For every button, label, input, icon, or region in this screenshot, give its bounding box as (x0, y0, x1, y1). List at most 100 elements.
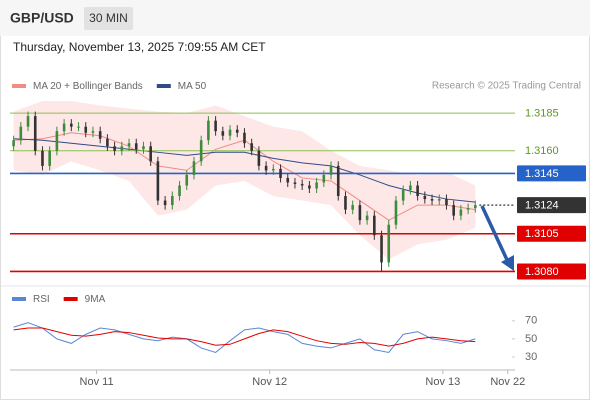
candle-body (315, 182, 318, 189)
y-tick-label: 70 (525, 315, 537, 327)
candle-body (48, 150, 51, 166)
candle-body (437, 199, 441, 201)
candle-body (70, 123, 73, 127)
candle-body (466, 208, 470, 210)
candle-body (134, 143, 138, 150)
candle-body (423, 196, 427, 200)
candle-body (84, 126, 88, 133)
credit: Research © 2025 Trading Central (432, 81, 581, 92)
level-label: 1.3105 (525, 228, 559, 240)
candle-body (394, 200, 398, 225)
candle-body (77, 126, 80, 128)
x-tick-label: Nov 22 (490, 376, 525, 388)
candle-body (300, 183, 304, 186)
candle-body (308, 185, 311, 189)
interval[interactable]: 30 MIN (89, 11, 128, 25)
legend-swatch (12, 297, 26, 301)
candle-body (322, 174, 326, 183)
moving-average-line (13, 138, 476, 203)
candle-body (409, 185, 412, 191)
y-tick-label: 30 (525, 351, 537, 363)
candle-body (452, 205, 455, 216)
candle-body (163, 200, 167, 206)
candle-body (286, 177, 290, 183)
candle-body (12, 140, 15, 147)
candle-body (250, 143, 253, 151)
candle-body (358, 205, 362, 221)
candle-body (62, 123, 66, 132)
legend-label: 9MA (85, 294, 106, 305)
forecast-arrow (480, 205, 510, 263)
candle-body (156, 161, 160, 201)
candle-body (380, 235, 383, 263)
level-label: 1.3124 (525, 199, 559, 211)
candle-body (351, 205, 354, 210)
legend-swatch (63, 297, 78, 301)
candle-body (235, 129, 239, 133)
candle-body (329, 165, 333, 175)
level-label: 1.3080 (525, 266, 559, 278)
candle-body (387, 224, 391, 263)
x-tick-label: Nov 12 (252, 376, 287, 388)
candle-body (19, 126, 23, 141)
candle-body (207, 120, 210, 141)
legend-swatch (156, 84, 171, 88)
candle-body (113, 146, 116, 151)
candle-body (336, 165, 340, 197)
indicator-line (13, 322, 476, 353)
candle-body (91, 131, 95, 133)
candle-body (55, 131, 59, 151)
level-label-box (517, 197, 586, 214)
legend-label: RSI (33, 294, 50, 305)
symbol: GBP/USD (10, 10, 74, 26)
y-tick-label: 50 (525, 333, 537, 345)
candle-body (178, 185, 181, 197)
candle-body (365, 215, 369, 221)
candle-body (459, 209, 463, 216)
x-tick-label: Nov 11 (80, 376, 114, 388)
candle-body (98, 131, 102, 139)
candle-body (41, 150, 44, 166)
candle-body (272, 168, 275, 171)
candle-body (279, 168, 282, 178)
legend-label: MA 20 + Bollinger Bands (33, 81, 143, 92)
candle-body (127, 143, 131, 147)
level-label: 1.3145 (525, 168, 559, 180)
candle-body (445, 199, 448, 206)
candle-body (401, 190, 405, 201)
candle-body (106, 138, 109, 147)
forecast-arrow-head (501, 255, 514, 271)
level-label: 1.3185 (525, 108, 559, 120)
level-label-box (517, 165, 586, 182)
candle-body (344, 196, 347, 210)
candle-body (430, 199, 434, 201)
indicator-line (13, 327, 476, 347)
candle-body (474, 205, 477, 209)
candle-body (214, 120, 217, 132)
level-label: 1.3160 (525, 145, 559, 157)
candle-body (373, 215, 376, 236)
candle-body (228, 129, 232, 136)
candle-body (243, 132, 246, 144)
candle-body (120, 146, 124, 151)
candle-body (293, 182, 297, 184)
level-label-box (517, 225, 586, 242)
x-tick-label: Nov 13 (425, 376, 460, 388)
candle-body (416, 185, 419, 197)
candle-body (26, 116, 30, 127)
interval-button[interactable] (84, 7, 133, 30)
candle-body (264, 165, 268, 171)
candle-body (221, 131, 225, 136)
legend-swatch (12, 84, 26, 88)
timestamp: Thursday, November 13, 2025 7:09:55 AM C… (13, 40, 266, 54)
legend-label: MA 50 (178, 81, 207, 92)
candle-body (142, 146, 145, 150)
candle-body (33, 116, 37, 151)
candle-body (149, 146, 152, 162)
candle-body (199, 140, 203, 162)
candle-body (171, 196, 174, 206)
candle-body (192, 161, 196, 175)
